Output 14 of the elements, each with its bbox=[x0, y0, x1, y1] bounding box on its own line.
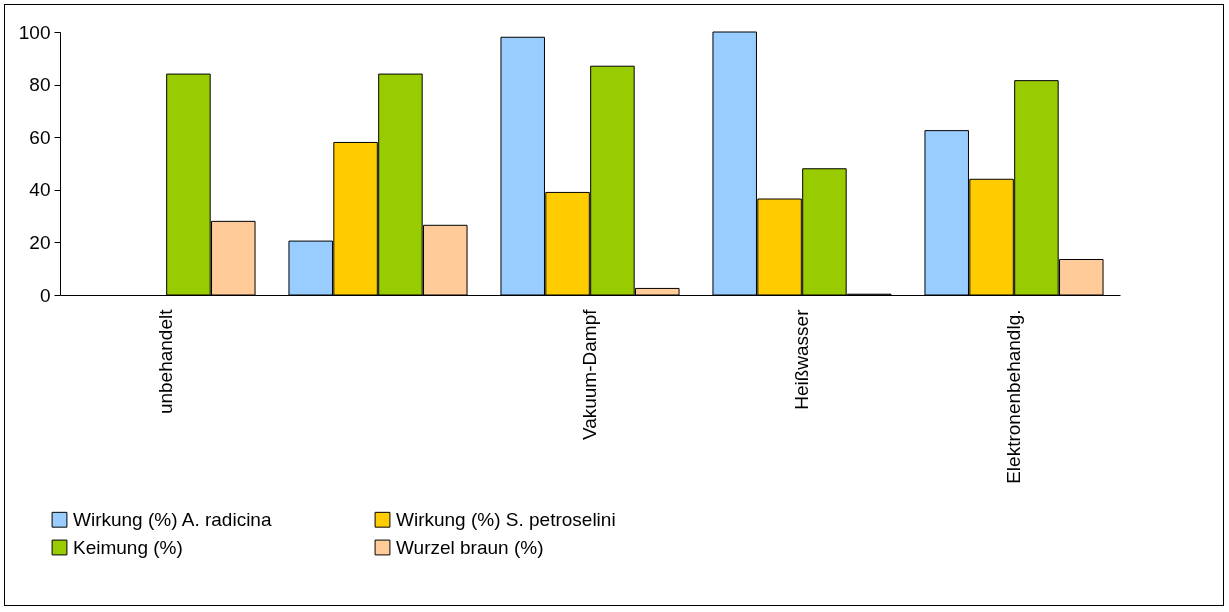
x-tick-label: Elektronenbehandlg. bbox=[1003, 309, 1024, 484]
x-tick-label: Heißwasser bbox=[791, 308, 812, 410]
y-tick-label: 80 bbox=[29, 74, 51, 96]
legend-label: Wirkung (%) S. petroselini bbox=[396, 508, 616, 530]
legend-label: Wurzel braun (%) bbox=[396, 536, 544, 558]
y-tick-label: 60 bbox=[29, 126, 51, 148]
legend-label: Keimung (%) bbox=[73, 536, 183, 558]
y-tick-label: 40 bbox=[29, 179, 51, 201]
legend-label: Wirkung (%) A. radicina bbox=[73, 508, 272, 530]
y-tick-label: 100 bbox=[18, 21, 51, 43]
y-tick-label: 20 bbox=[29, 231, 51, 253]
x-tick-label: unbehandelt bbox=[155, 308, 176, 415]
y-tick-label: 0 bbox=[39, 284, 51, 306]
x-tick-label: Vakuum-Dampf bbox=[579, 308, 600, 441]
